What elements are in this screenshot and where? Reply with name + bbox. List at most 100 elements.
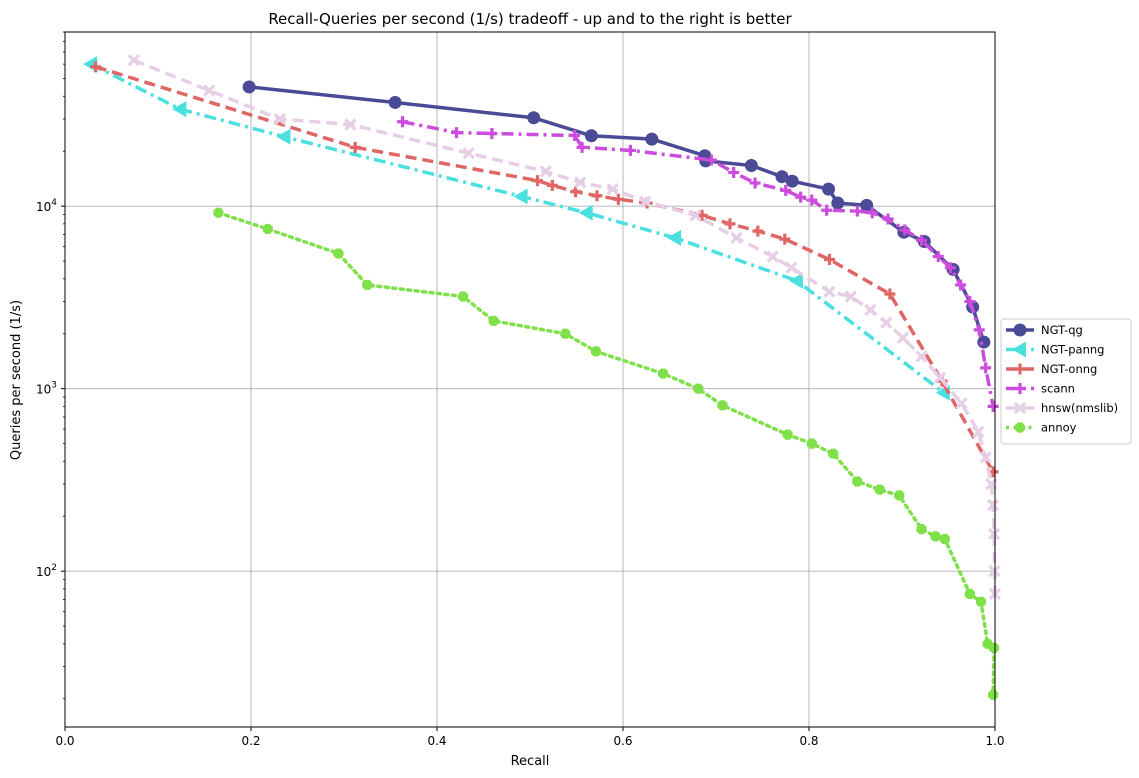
data-point-hnsw-nmslib bbox=[689, 209, 702, 222]
data-point-hnsw-nmslib bbox=[639, 195, 652, 208]
data-point-scann bbox=[851, 205, 863, 217]
data-point-hnsw-nmslib bbox=[766, 250, 779, 263]
x-axis-label: Recall bbox=[511, 754, 550, 769]
data-point-ngt-onng bbox=[752, 225, 764, 237]
data-point-annoy bbox=[488, 315, 499, 326]
data-point-hnsw-nmslib bbox=[606, 182, 619, 196]
data-point-scann bbox=[932, 250, 944, 262]
data-point-annoy bbox=[930, 531, 941, 542]
data-point-ngt-onng bbox=[724, 218, 736, 230]
data-point-ngt-qg bbox=[645, 132, 659, 146]
data-point-ngt-qg bbox=[831, 196, 845, 210]
data-point-ngt-qg bbox=[860, 198, 874, 212]
data-point-annoy bbox=[976, 596, 987, 607]
data-point-ngt-panng bbox=[667, 229, 682, 246]
data-point-hnsw-nmslib bbox=[955, 397, 968, 410]
y-tick-label: 103 bbox=[36, 381, 57, 397]
data-point-hnsw-nmslib bbox=[880, 316, 893, 329]
series-ngt-onng bbox=[90, 61, 999, 478]
data-point-ngt-panng bbox=[788, 272, 803, 289]
data-point-annoy bbox=[693, 383, 704, 394]
data-point-ngt-qg bbox=[584, 129, 598, 143]
data-point-hnsw-nmslib bbox=[987, 527, 1001, 541]
data-point-annoy bbox=[988, 689, 999, 700]
legend-marker-ngt-onng bbox=[1014, 363, 1026, 375]
data-point-hnsw-nmslib bbox=[273, 112, 286, 126]
data-point-hnsw-nmslib bbox=[785, 261, 798, 274]
data-point-annoy bbox=[894, 490, 905, 501]
chart-title: Recall-Queries per second (1/s) tradeoff… bbox=[268, 10, 792, 28]
data-point-hnsw-nmslib bbox=[462, 147, 475, 160]
data-point-ngt-panng bbox=[578, 204, 593, 221]
data-point-scann bbox=[806, 194, 818, 206]
x-tick-label: 0.0 bbox=[55, 734, 74, 748]
data-point-scann bbox=[749, 177, 761, 189]
plot-frame bbox=[64, 31, 996, 728]
data-point-annoy bbox=[333, 248, 344, 259]
data-point-annoy bbox=[806, 438, 817, 449]
data-point-scann bbox=[955, 279, 967, 291]
data-point-scann bbox=[486, 128, 498, 140]
data-point-annoy bbox=[989, 642, 1000, 653]
data-point-ngt-qg bbox=[527, 111, 541, 125]
data-point-scann bbox=[821, 204, 833, 216]
data-point-ngt-onng bbox=[591, 190, 603, 202]
data-point-hnsw-nmslib bbox=[987, 499, 1000, 512]
legend: NGT-qg NGT-panng NGT-onng scann hnsw(nmslib)… bbox=[1000, 318, 1132, 445]
data-point-scann bbox=[397, 116, 409, 128]
data-point-annoy bbox=[560, 328, 571, 339]
data-point-ngt-qg bbox=[775, 170, 789, 184]
legend-label-annoy: annoy bbox=[1041, 421, 1077, 435]
data-point-ngt-panng bbox=[172, 101, 187, 118]
data-point-annoy bbox=[362, 279, 373, 290]
data-point-annoy bbox=[717, 400, 728, 411]
x-tick-label: 0.8 bbox=[799, 734, 818, 748]
series-line-ngt-panng bbox=[90, 62, 945, 395]
data-point-hnsw-nmslib bbox=[344, 118, 357, 131]
series-layer bbox=[83, 54, 1002, 700]
data-point-scann bbox=[987, 400, 999, 412]
legend-marker-ngt-qg bbox=[1013, 323, 1027, 337]
data-point-ngt-onng bbox=[90, 61, 102, 73]
data-point-hnsw-nmslib bbox=[730, 231, 743, 245]
data-point-hnsw-nmslib bbox=[896, 331, 910, 344]
x-tick-label: 0.4 bbox=[427, 734, 446, 748]
data-point-annoy bbox=[939, 533, 950, 545]
data-point-annoy bbox=[213, 207, 224, 218]
data-point-annoy bbox=[262, 223, 273, 234]
data-point-scann bbox=[795, 191, 807, 203]
data-point-annoy bbox=[458, 291, 469, 302]
data-point-scann bbox=[980, 362, 992, 374]
data-point-scann bbox=[705, 154, 717, 166]
data-point-scann bbox=[780, 184, 792, 196]
data-point-ngt-qg bbox=[977, 335, 991, 349]
legend-label-ngt-onng: NGT-onng bbox=[1041, 362, 1097, 376]
data-point-scann bbox=[569, 129, 581, 141]
data-point-scann bbox=[944, 262, 956, 274]
data-point-scann bbox=[624, 144, 636, 156]
data-point-ngt-onng bbox=[612, 193, 624, 205]
series-hnsw-nmslib bbox=[127, 54, 1002, 601]
data-point-ngt-qg bbox=[242, 80, 256, 94]
data-point-hnsw-nmslib bbox=[979, 451, 992, 464]
x-axis-ticks: 0.0 0.2 0.4 0.6 0.8 1.0 bbox=[55, 727, 1005, 748]
data-point-scann bbox=[451, 127, 463, 139]
data-point-scann bbox=[882, 213, 894, 225]
data-point-ngt-qg bbox=[785, 174, 799, 188]
y-tick-label: 104 bbox=[36, 198, 57, 214]
series-scann bbox=[397, 116, 999, 412]
data-point-hnsw-nmslib bbox=[539, 165, 552, 178]
data-point-annoy bbox=[782, 429, 793, 440]
data-point-hnsw-nmslib bbox=[972, 425, 985, 438]
data-point-hnsw-nmslib bbox=[915, 350, 928, 363]
data-point-ngt-onng bbox=[531, 175, 543, 187]
data-point-ngt-panng bbox=[513, 188, 528, 205]
x-tick-label: 0.2 bbox=[241, 734, 260, 748]
legend-label-ngt-qg: NGT-qg bbox=[1041, 323, 1083, 337]
data-point-annoy bbox=[657, 368, 669, 379]
x-tick-label: 1.0 bbox=[985, 734, 1004, 748]
data-point-scann bbox=[973, 324, 985, 336]
y-axis-ticks: 102 103 104 bbox=[36, 31, 65, 700]
data-point-ngt-onng bbox=[779, 233, 791, 245]
legend-marker-annoy bbox=[1014, 422, 1026, 433]
